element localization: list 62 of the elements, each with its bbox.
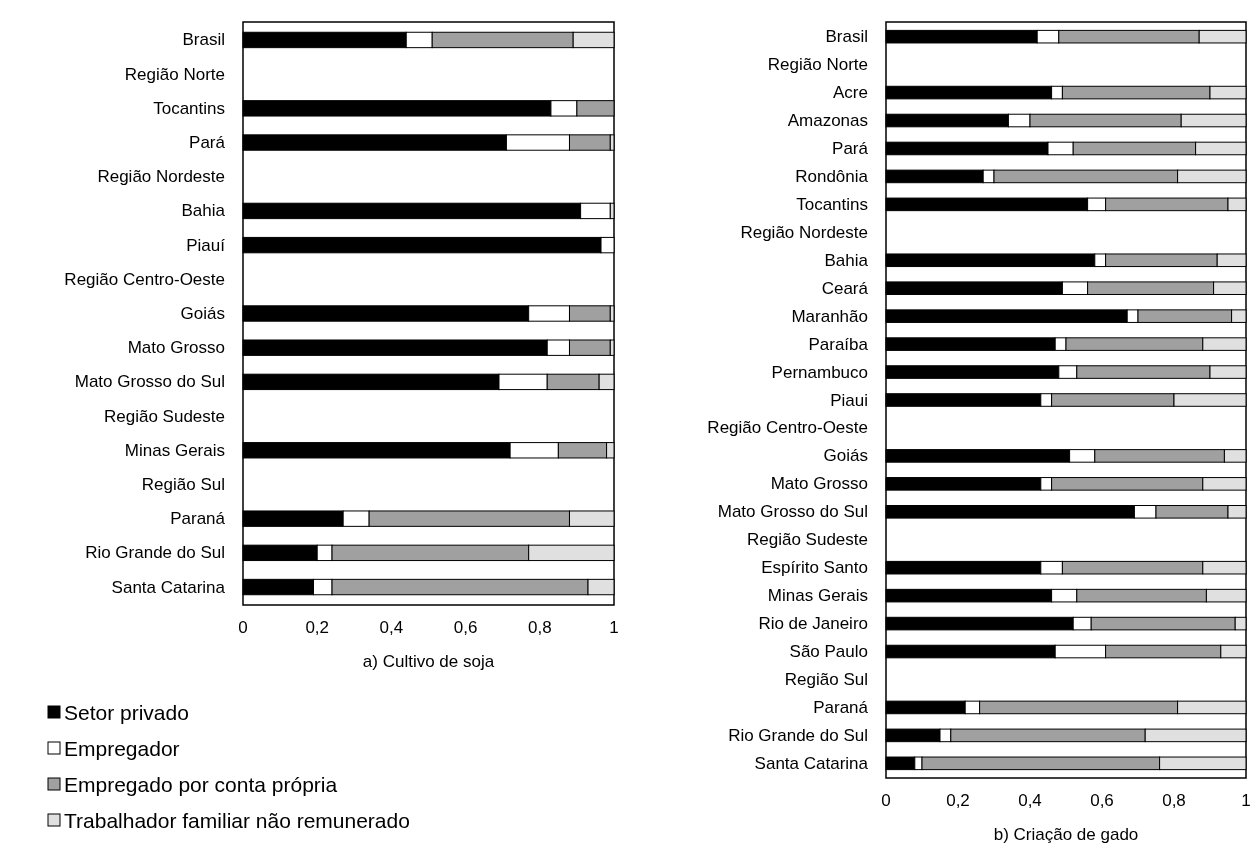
y-tick-label: Pará: [832, 138, 869, 158]
y-tick-label: Região Sul: [141, 474, 225, 494]
y-tick-label: Paraná: [813, 697, 869, 717]
y-tick-label: Goiás: [180, 304, 225, 323]
x-tick-label: 0,4: [379, 618, 404, 637]
x-tick-label: 0,2: [946, 791, 970, 810]
x-tick-label: 0: [881, 791, 891, 810]
y-tick-label: Mato Grosso do Sul: [717, 502, 868, 522]
y-tick-label: Minas Gerais: [124, 440, 225, 460]
y-tick-label: Santa Catarina: [111, 577, 226, 597]
y-tick-label: Pernambuco: [771, 362, 868, 382]
y-tick-label: Brasil: [825, 27, 868, 47]
legend-label: Empregado por conta própria: [64, 772, 338, 796]
y-tick-label: Pará: [189, 133, 226, 153]
x-tick-label: 1: [1241, 791, 1251, 810]
y-tick-label: Paraíba: [808, 334, 869, 354]
y-tick-label: Região Norte: [124, 64, 225, 84]
y-tick-label: Região Centro-Oeste: [64, 269, 225, 289]
y-tick-label: Região Sudeste: [104, 406, 225, 426]
y-tick-label: Região Nordeste: [740, 222, 868, 242]
y-tick-label: Região Nordeste: [97, 167, 225, 187]
legend-label: Trabalhador familiar não remunerado: [64, 808, 410, 832]
y-tick-label: Paraná: [170, 509, 226, 529]
y-tick-label: Amazonas: [787, 111, 868, 131]
y-tick-label: Santa Catarina: [754, 753, 869, 773]
text: b) Criação de gado: [993, 825, 1139, 844]
y-tick-label: Maranhão: [791, 306, 868, 326]
y-tick-label: Piauí: [186, 235, 226, 255]
y-tick-label: Bahia: [824, 250, 869, 270]
x-tick-label: 0,6: [1090, 791, 1114, 810]
y-tick-label: Tocantins: [796, 194, 868, 214]
y-tick-label: Região Sul: [784, 669, 868, 689]
x-tick-label: 1: [609, 618, 619, 637]
legend-label: Empregador: [64, 736, 180, 760]
x-tick-label: 0,8: [1162, 791, 1186, 810]
y-tick-label: Piaui: [830, 390, 868, 410]
y-tick-label: Espírito Santo: [761, 558, 868, 578]
y-tick-label: São Paulo: [789, 642, 868, 662]
y-tick-label: Rio de Janeiro: [758, 614, 868, 634]
x-tick-label: 0,6: [453, 618, 478, 637]
y-tick-label: Minas Gerais: [767, 586, 868, 606]
y-tick-label: Mato Grosso: [770, 474, 868, 494]
y-tick-label: Região Sudeste: [747, 530, 868, 550]
y-tick-label: Rio Grande do Sul: [85, 543, 225, 563]
y-tick-label: Rondônia: [795, 166, 869, 186]
x-tick-label: 0,4: [1018, 791, 1042, 810]
y-tick-label: Mato Grosso: [127, 338, 225, 358]
y-tick-label: Mato Grosso do Sul: [74, 372, 225, 392]
x-tick-label: 0: [238, 618, 248, 637]
y-tick-label: Rio Grande do Sul: [728, 725, 868, 745]
text: a) Cultivo de soja: [362, 652, 495, 671]
y-tick-label: Goiás: [823, 446, 868, 466]
y-tick-label: Bahia: [181, 201, 226, 221]
x-tick-label: 0,8: [527, 618, 552, 637]
y-tick-label: Brasil: [182, 30, 225, 50]
x-tick-label: 0,2: [305, 618, 330, 637]
legend-label: Setor privado: [64, 700, 189, 724]
y-tick-label: Região Centro-Oeste: [707, 418, 868, 438]
y-tick-label: Ceará: [821, 278, 869, 298]
y-tick-label: Região Norte: [767, 55, 868, 75]
y-tick-label: Acre: [833, 83, 868, 103]
y-tick-label: Tocantins: [153, 98, 225, 118]
